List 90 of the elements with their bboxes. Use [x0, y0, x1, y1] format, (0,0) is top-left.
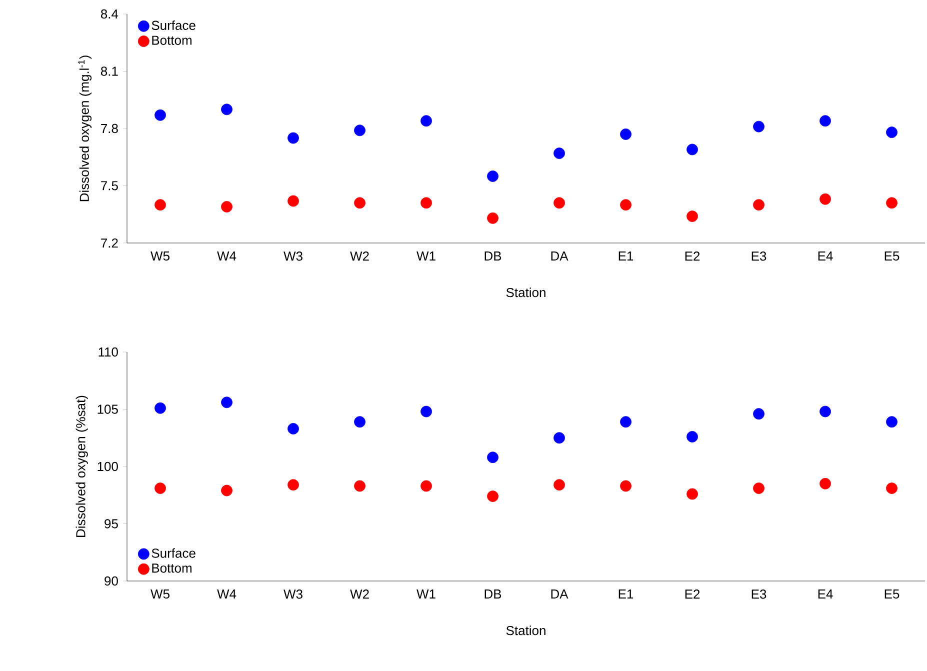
point: [487, 170, 498, 182]
point: [753, 482, 764, 494]
x-tick-label: W2: [350, 252, 369, 261]
point: [354, 416, 366, 428]
x-tick-label: E5: [884, 590, 900, 599]
point: [288, 195, 299, 207]
point: [487, 452, 498, 464]
y-tick-label: 90: [104, 576, 118, 586]
x-tick-label: W1: [416, 590, 436, 598]
legend-label: Bottom: [152, 36, 192, 45]
point: [686, 210, 698, 222]
point: [886, 416, 898, 428]
x-axis-title: Station: [506, 626, 546, 636]
x-tick-label: W1: [416, 252, 436, 260]
point: [487, 490, 498, 502]
point: [753, 120, 764, 132]
point: [886, 197, 898, 209]
x-tick-label: DA: [551, 590, 568, 598]
point: [288, 423, 299, 434]
point: [820, 478, 831, 490]
point: [686, 144, 698, 156]
x-tick-label: E1: [618, 252, 634, 260]
x-tick-label: E4: [818, 252, 833, 260]
point: [420, 480, 432, 492]
point: [487, 212, 498, 224]
point: [820, 115, 831, 127]
point: [154, 199, 166, 211]
x-tick-label: W5: [150, 590, 170, 599]
point: [354, 197, 366, 209]
x-tick-label: E4: [818, 590, 833, 598]
y-tick-label: 8.4: [100, 9, 118, 19]
point: [753, 408, 764, 420]
point: [554, 197, 565, 209]
point: [820, 193, 831, 205]
legend-label: Bottom: [152, 564, 192, 573]
y-tick-label: 8.1: [100, 66, 118, 76]
x-tick-label: E1: [618, 590, 634, 598]
x-tick-label: W3: [284, 252, 302, 261]
x-tick-label: E2: [685, 590, 700, 599]
y-tick-label: 7.2: [101, 238, 118, 248]
point: [221, 484, 232, 496]
x-tick-label: DB: [484, 590, 502, 598]
point: [420, 406, 432, 418]
x-tick-label: W3: [284, 590, 302, 599]
x-tick-label: W5: [150, 252, 170, 261]
point: [554, 432, 565, 444]
legend-label: Surface: [152, 20, 196, 30]
point: [221, 201, 232, 212]
x-tick-label: DA: [551, 252, 568, 260]
point: [620, 480, 632, 492]
point: [154, 402, 166, 414]
point: [420, 115, 432, 127]
x-tick-label: DB: [484, 252, 502, 260]
point: [221, 396, 232, 408]
point: [820, 406, 831, 418]
point: [620, 128, 632, 140]
point: [886, 126, 898, 138]
y-axis-title: Dissolved oxygen (mg.l$^{-1}$): [78, 56, 92, 202]
x-axis-title: Station: [506, 288, 546, 298]
point: [686, 431, 698, 442]
x-tick-label: E2: [685, 252, 700, 261]
point: [554, 479, 565, 491]
point: [554, 148, 565, 159]
legend-label: Surface: [152, 548, 196, 558]
point: [420, 197, 432, 209]
point: [354, 124, 366, 136]
point: [288, 479, 299, 491]
x-tick-label: W4: [217, 252, 236, 260]
y-tick-label: 100: [98, 462, 118, 472]
point: [620, 199, 632, 211]
y-tick-label: 110: [98, 347, 118, 357]
point: [620, 416, 632, 428]
point: [154, 109, 166, 121]
x-tick-label: W4: [217, 590, 236, 598]
point: [753, 199, 764, 211]
y-tick-label: 7.8: [101, 124, 118, 134]
x-tick-label: E3: [752, 252, 766, 261]
point: [354, 480, 366, 492]
point: [686, 488, 698, 500]
point: [288, 132, 299, 144]
point: [221, 104, 232, 116]
point: [886, 482, 898, 494]
point: [154, 482, 166, 494]
x-tick-label: E3: [752, 590, 766, 599]
y-axis-title: Dissolved oxygen (%sat): [76, 396, 88, 537]
y-tick-label: 7.5: [101, 181, 118, 190]
x-tick-label: W2: [350, 590, 369, 599]
y-tick-label: 105: [98, 404, 118, 414]
y-tick-label: 95: [104, 519, 118, 528]
x-tick-label: E5: [884, 252, 900, 261]
